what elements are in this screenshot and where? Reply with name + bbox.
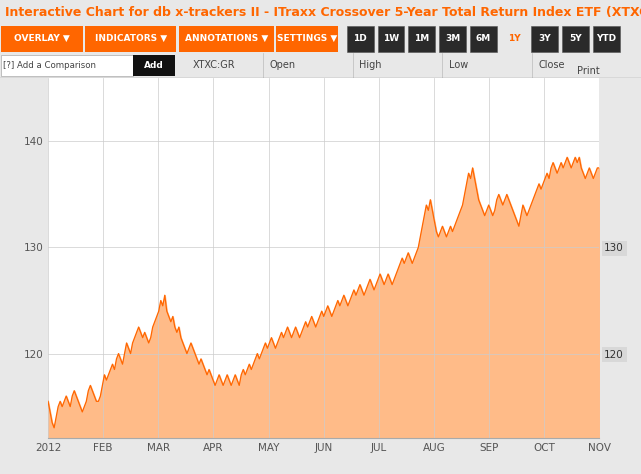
FancyBboxPatch shape bbox=[378, 26, 404, 52]
FancyBboxPatch shape bbox=[1, 55, 133, 76]
FancyBboxPatch shape bbox=[179, 26, 274, 52]
Text: 3M: 3M bbox=[445, 35, 460, 43]
Text: 1M: 1M bbox=[414, 35, 429, 43]
Text: 1W: 1W bbox=[383, 35, 399, 43]
Text: INDICATORS ▼: INDICATORS ▼ bbox=[95, 35, 167, 43]
Text: [?] Add a Comparison: [?] Add a Comparison bbox=[3, 61, 96, 70]
FancyBboxPatch shape bbox=[1, 26, 83, 52]
Text: XTXC:GR: XTXC:GR bbox=[192, 60, 235, 71]
Text: 1D: 1D bbox=[353, 35, 367, 43]
Text: Print: Print bbox=[577, 66, 599, 76]
FancyBboxPatch shape bbox=[531, 26, 558, 52]
FancyBboxPatch shape bbox=[439, 26, 466, 52]
FancyBboxPatch shape bbox=[347, 26, 374, 52]
Text: Interactive Chart for db x-trackers II - ITraxx Crossover 5-Year Total Return In: Interactive Chart for db x-trackers II -… bbox=[5, 6, 641, 19]
FancyBboxPatch shape bbox=[133, 55, 175, 76]
Text: Add: Add bbox=[144, 61, 164, 70]
FancyBboxPatch shape bbox=[85, 26, 176, 52]
Text: Open: Open bbox=[269, 60, 296, 71]
Text: Low: Low bbox=[449, 60, 468, 71]
FancyBboxPatch shape bbox=[408, 26, 435, 52]
Text: YTD: YTD bbox=[596, 35, 617, 43]
Text: OVERLAY ▼: OVERLAY ▼ bbox=[14, 35, 69, 43]
Text: 3Y: 3Y bbox=[538, 35, 551, 43]
Text: 1Y: 1Y bbox=[508, 35, 520, 43]
FancyBboxPatch shape bbox=[470, 26, 497, 52]
Text: SETTINGS ▼: SETTINGS ▼ bbox=[277, 35, 337, 43]
Text: 5Y: 5Y bbox=[569, 35, 582, 43]
FancyBboxPatch shape bbox=[276, 26, 338, 52]
FancyBboxPatch shape bbox=[562, 26, 589, 52]
Text: 6M: 6M bbox=[476, 35, 491, 43]
Text: High: High bbox=[359, 60, 381, 71]
Text: Close: Close bbox=[538, 60, 565, 71]
FancyBboxPatch shape bbox=[593, 26, 620, 52]
Text: ANNOTATIONS ▼: ANNOTATIONS ▼ bbox=[185, 35, 268, 43]
